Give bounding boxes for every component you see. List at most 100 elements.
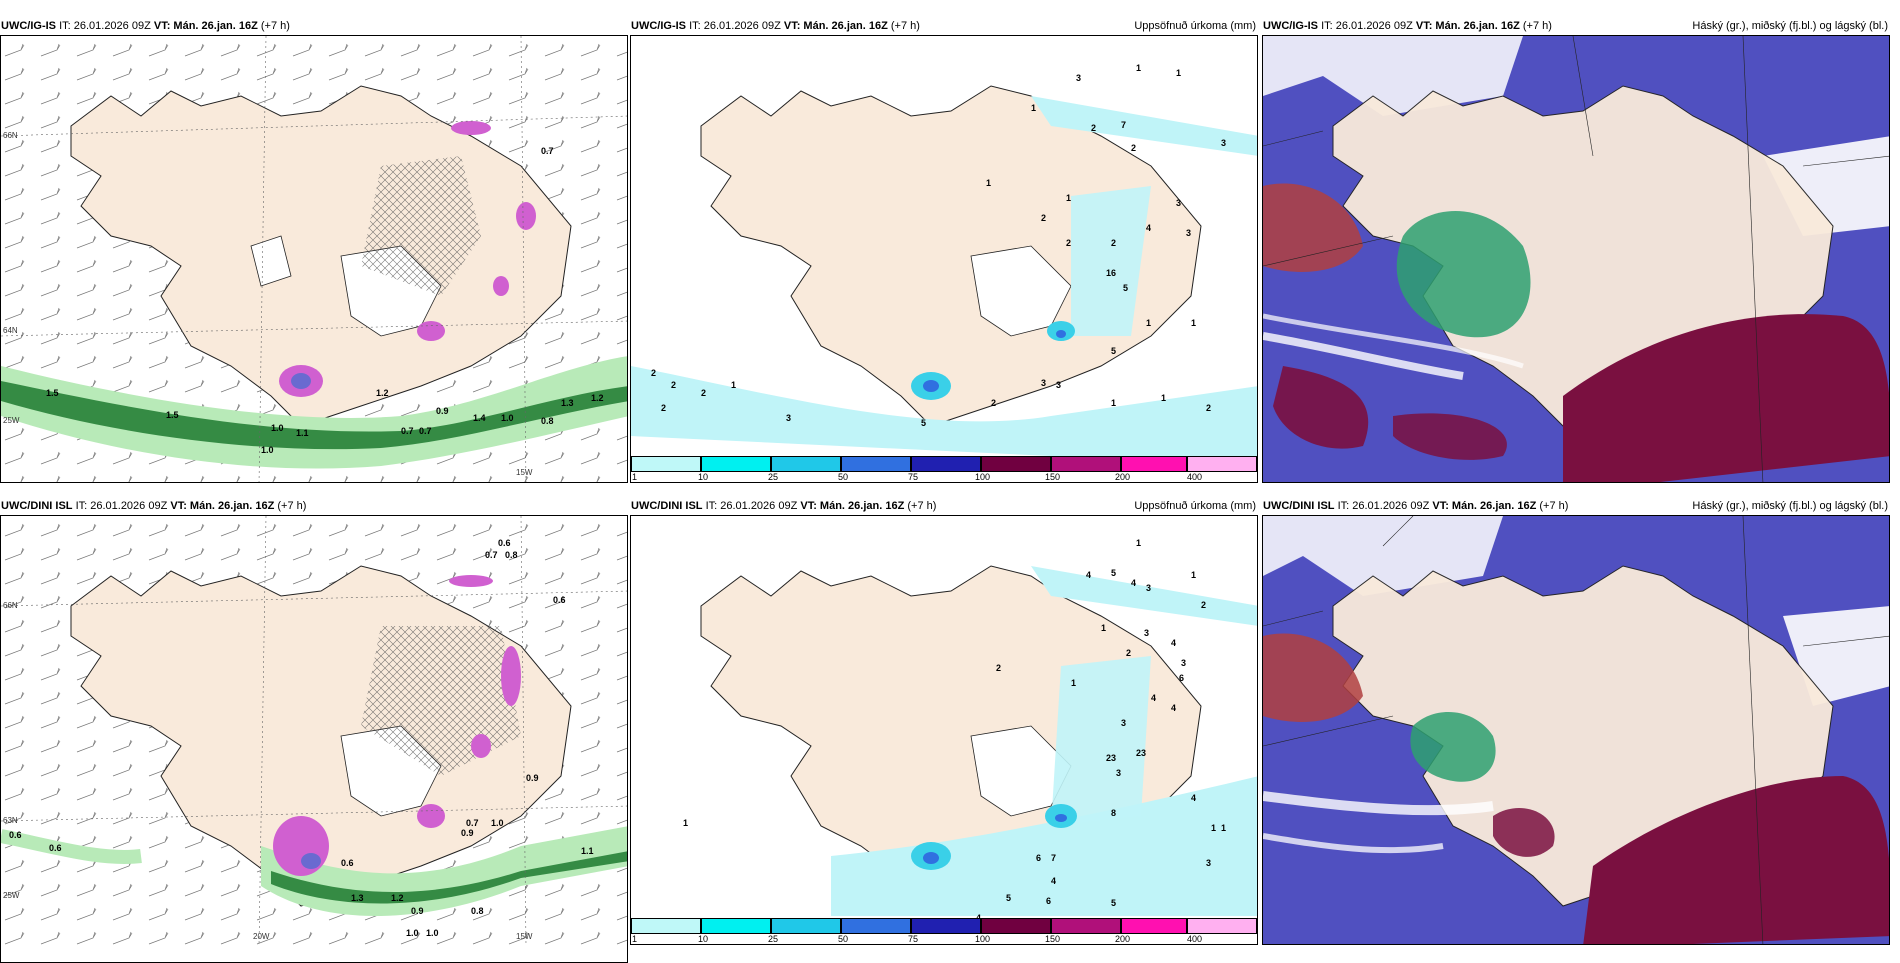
precip-label: 23 — [1106, 753, 1116, 763]
colorbar-segment — [911, 918, 981, 934]
wind-label: 1.0 — [426, 928, 439, 938]
precip-label: 7 — [1121, 120, 1126, 130]
precip-label: 6 — [1046, 896, 1051, 906]
precip-label: 5 — [1111, 568, 1116, 578]
precip-label: 3 — [786, 413, 791, 423]
colorbar-segment — [631, 918, 701, 934]
wind-map-row1: 0.7 1.0 0.9 1.0 1.1 1.2 1.3 1.5 0.7 0.7 … — [1, 36, 627, 482]
cloud-map-row1 — [1263, 36, 1889, 482]
panel-header-r1p3: UWC/IG-IS IT: 26.01.2026 09Z VT: Mán. 26… — [1262, 17, 1890, 35]
colorbar-tick: 150 — [1045, 472, 1061, 482]
init-time: IT: 26.01.2026 09Z — [75, 500, 168, 512]
wind-label: 0.6 — [553, 595, 566, 605]
map-panel-wind-row2: 0.6 0.7 0.8 0.6 0.6 0.6 0.7 1.0 1.1 1.2 … — [0, 515, 628, 963]
colorbar-segment — [771, 456, 841, 472]
wind-label: 0.9 — [526, 773, 539, 783]
precip-label: 5 — [1006, 893, 1011, 903]
wind-label: 1.0 — [491, 818, 504, 828]
precip-label: 4 — [1171, 703, 1176, 713]
precip-label: 1 — [1191, 318, 1196, 328]
precip-colorbar: 1 10 25 50 75 100 150 200 400 — [631, 456, 1257, 482]
lat-label: 25W — [3, 891, 20, 900]
precip-label: 16 — [1106, 268, 1116, 278]
colorbar-segment — [1121, 918, 1187, 934]
colorbar-segment — [631, 456, 701, 472]
wind-label: 1.0 — [406, 928, 419, 938]
vt-prefix: VT: — [783, 20, 801, 32]
precip-label: 2 — [1041, 213, 1046, 223]
precip-label: 2 — [661, 403, 666, 413]
precip-label: 3 — [1176, 198, 1181, 208]
precip-label: 4 — [1086, 570, 1091, 580]
precip-label: 2 — [701, 388, 706, 398]
lead-time: (+7 h) — [277, 500, 307, 512]
panel-title: Háský (gr.), miðský (fj.bl.) og lágský (… — [1692, 500, 1888, 512]
precip-value-labels: 1 4 5 4 3 1 2 1 3 2 4 3 1 2 6 4 4 3 23 3… — [683, 538, 1226, 933]
colorbar-tick: 400 — [1187, 934, 1203, 944]
colorbar-tick: 100 — [975, 934, 991, 944]
map-panel-precip-row1: 3 1 1 7 2 2 1 1 2 3 1 16 2 4 1 5 5 2 3 3… — [630, 35, 1258, 483]
precip-label: 4 — [1151, 693, 1156, 703]
wind-label: 1.4 — [473, 413, 486, 423]
colorbar-segment — [771, 918, 841, 934]
model-name: UWC/IG-IS — [1263, 20, 1318, 32]
model-name: UWC/DINI ISL — [631, 500, 703, 512]
colorbar-tick: 50 — [838, 472, 849, 482]
lead-time: (+7 h) — [1539, 500, 1569, 512]
precip-label: 3 — [1056, 380, 1061, 390]
wind-label: 1.1 — [296, 428, 309, 438]
colorbar-segment — [1187, 918, 1257, 934]
model-name: UWC/IG-IS — [631, 20, 686, 32]
valid-time: Mán. 26.jan. 16Z — [1435, 20, 1520, 32]
precip-label: 3 — [1041, 378, 1046, 388]
precip-label: 2 — [1206, 403, 1211, 413]
precip-label: 3 — [1206, 858, 1211, 868]
wind-label: 0.7 — [419, 426, 432, 436]
valid-time: Mán. 26.jan. 16Z — [803, 20, 888, 32]
panel-title: Uppsöfnuð úrkoma (mm) — [1134, 500, 1256, 512]
precip-label: 2 — [671, 380, 676, 390]
precip-label: 1 — [1221, 823, 1226, 833]
precip-label: 1 — [1176, 68, 1181, 78]
vt-prefix: VT: — [1415, 20, 1433, 32]
valid-time: Mán. 26.jan. 16Z — [819, 500, 905, 512]
init-time: IT: 26.01.2026 09Z — [59, 20, 151, 32]
graticule — [1, 516, 627, 946]
wind-label: 1.1 — [581, 846, 594, 856]
colorbar-tick: 200 — [1115, 472, 1131, 482]
colorbar-tick: 1 — [632, 934, 638, 944]
precip-label: 2 — [651, 368, 656, 378]
wind-label: 0.6 — [9, 830, 22, 840]
panel-header-r1p2: UWC/IG-IS IT: 26.01.2026 09Z VT: Mán. 26… — [630, 17, 1258, 35]
precip-label: 1 — [1111, 398, 1116, 408]
precip-colorbar: 1 10 25 50 75 100 150 200 400 — [631, 918, 1257, 944]
precip-label: 3 — [1121, 718, 1126, 728]
precip-label: 2 — [1131, 143, 1136, 153]
colorbar-tick: 200 — [1115, 934, 1131, 944]
wind-label: 0.6 — [49, 843, 62, 853]
map-panel-wind-row1: 0.7 1.0 0.9 1.0 1.1 1.2 1.3 1.5 0.7 0.7 … — [0, 35, 628, 483]
panel-title: Uppsöfnuð úrkoma (mm) — [1134, 20, 1256, 32]
wind-label: 0.8 — [541, 416, 554, 426]
colorbar-tick: 50 — [838, 934, 849, 944]
lat-label: 63N — [3, 816, 18, 825]
lon-label: 15W — [516, 468, 533, 477]
panel-header-r2p2: UWC/DINI ISL IT: 26.01.2026 09Z VT: Mán.… — [630, 497, 1258, 515]
precip-label: 3 — [1186, 228, 1191, 238]
colorbar-segment — [841, 456, 911, 472]
colorbar-tick: 1 — [632, 472, 638, 482]
colorbar-tick: 150 — [1045, 934, 1061, 944]
precip-label: 5 — [921, 418, 926, 428]
wind-label: 1.2 — [591, 393, 604, 403]
precip-label: 6 — [1036, 853, 1041, 863]
wind-label: 0.8 — [505, 550, 518, 560]
colorbar-tick: 400 — [1187, 472, 1203, 482]
cloud-map-row2 — [1263, 516, 1889, 944]
wind-map-row2: 0.6 0.7 0.8 0.6 0.6 0.6 0.7 1.0 1.1 1.2 … — [1, 516, 627, 946]
precip-label: 5 — [1111, 898, 1116, 908]
valid-time: Mán. 26.jan. 16Z — [189, 500, 275, 512]
colorbar-segment — [981, 456, 1051, 472]
colorbar-segment — [981, 918, 1051, 934]
precip-label: 1 — [1066, 193, 1071, 203]
wind-label: 0.9 — [436, 406, 449, 416]
